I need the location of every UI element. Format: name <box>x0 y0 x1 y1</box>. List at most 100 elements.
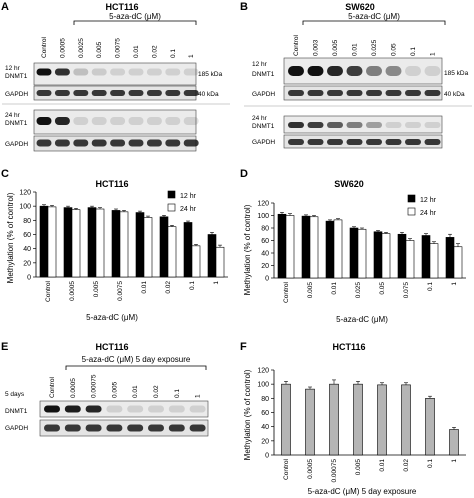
panel-a-gapdh-24hr-band <box>73 139 89 147</box>
panel-b-gapdh-12hr-band <box>307 90 324 96</box>
panel-b-gapdh-12hr-band <box>405 90 421 96</box>
panel-a-title: HCT116 <box>105 2 138 12</box>
panel-a-gapdh-24hr-band <box>183 139 199 147</box>
panel-b-dnmt1-24hr-band <box>385 122 402 128</box>
chart-f-bar <box>329 383 339 456</box>
panel-b-title: SW620 <box>345 2 375 12</box>
panel-d-letter: D <box>240 168 248 180</box>
chart-d-bar <box>301 215 311 279</box>
panel-f: F HCT116 Methylation (% of control) 5-az… <box>240 341 466 496</box>
chart-d-bar <box>381 233 391 279</box>
panel-a-gapdh-12hr-band <box>54 90 70 96</box>
panel-a-size-40: 40 kDa <box>198 91 219 98</box>
panel-b-label-dnmt1-24hr: DNMT1 <box>252 123 275 130</box>
chart-d-bar <box>309 216 319 279</box>
panel-a-bands-dnmt1-12hr <box>36 68 199 76</box>
chart-c-bar <box>143 217 153 278</box>
panel-b-gapdh-24hr-band <box>327 139 343 145</box>
chart-c-bar <box>111 210 121 278</box>
chart-d-title: SW620 <box>334 179 364 189</box>
chart-c-bar <box>135 212 145 278</box>
panel-a-gapdh-12hr-band <box>36 90 52 96</box>
chart-d-bar <box>373 231 383 279</box>
panel-a-time-24hr: 24 hr <box>5 112 21 119</box>
panel-b-blot-gapdh-24hr <box>283 134 443 149</box>
chart-f-y-tick-label: 100 <box>257 382 269 389</box>
chart-c-bar <box>39 205 49 278</box>
chart-d-x-tick-label: Control <box>283 281 290 303</box>
panel-a-lane-label: 0.0025 <box>78 38 85 58</box>
panel-a-gapdh-24hr-band <box>91 139 107 147</box>
chart-c-title: HCT116 <box>95 179 128 189</box>
panel-b-letter: B <box>240 1 248 13</box>
panel-a-dnmt1-24hr-band <box>36 117 52 125</box>
chart-d-x-tick-label: 0.025 <box>355 282 362 299</box>
panel-c-letter: C <box>1 168 9 180</box>
panel-e-letter: E <box>1 341 8 353</box>
chart-d-bar <box>429 243 439 279</box>
chart-d-y-tick-label: 40 <box>261 251 269 258</box>
chart-c-bar <box>87 207 97 278</box>
chart-d-y-tick-label: 60 <box>261 238 269 245</box>
chart-d-x-tick-label: 0.1 <box>427 282 434 291</box>
panel-b-gapdh-24hr-band <box>405 139 421 145</box>
chart-f-x-tick-label: 1 <box>451 459 458 463</box>
chart-c-x-tick-label: 0.0075 <box>117 281 124 301</box>
chart-c-bar <box>63 207 73 278</box>
chart-f-bar <box>377 384 387 456</box>
panel-a-dnmt1-24hr-band <box>165 117 181 125</box>
panel-e-gapdh-band <box>148 424 164 432</box>
panel-b-blot-dnmt1-24hr <box>283 115 443 134</box>
chart-f-bar <box>449 429 459 456</box>
panel-e-bands-gapdh <box>44 424 206 432</box>
chart-c-bar <box>215 246 225 278</box>
panel-a-blot-dnmt1-24hr <box>33 109 197 135</box>
panel-b-dnmt1-12hr-band <box>327 66 343 76</box>
panel-a-gapdh-12hr-band <box>128 90 144 96</box>
panel-b-dnmt1-12hr-band <box>424 66 441 76</box>
panel-a-lane-label: 0.0075 <box>115 38 122 58</box>
panel-a-label-gapdh-24hr: GAPDH <box>5 141 28 148</box>
chart-c-xlabel: 5-aza-dC (μM) <box>86 313 138 322</box>
panel-e-dnmt1-band <box>127 405 144 413</box>
panel-a-dnmt1-24hr-band <box>110 117 126 125</box>
chart-f-title: HCT116 <box>332 342 365 352</box>
chart-d-y-tick-label: 0 <box>265 276 269 283</box>
chart-d-bar <box>397 233 407 279</box>
panel-b-bands-dnmt1-12hr <box>288 66 441 76</box>
panel-e-bracket <box>65 365 207 370</box>
chart-c-bar <box>71 209 81 278</box>
panel-a-treatment: 5-aza-dC (μM) <box>109 12 161 21</box>
panel-b-gapdh-24hr-band <box>385 139 402 145</box>
chart-d-x-tick-label: 0.005 <box>307 282 314 299</box>
panel-a-gapdh-24hr-band <box>146 139 162 147</box>
chart-f-bar <box>305 388 315 456</box>
panel-a-dnmt1-12hr-band <box>54 68 70 76</box>
panel-e-gapdh-band <box>168 424 185 432</box>
chart-f-ylabel: Methylation (% of control) <box>243 369 252 460</box>
panel-e-dnmt1-band <box>64 405 81 413</box>
panel-e-blot-dnmt1 <box>39 400 209 418</box>
panel-e-gapdh-band <box>189 424 206 432</box>
chart-f-y-tick-label: 120 <box>257 368 269 375</box>
panel-a-gapdh-12hr-band <box>183 90 199 96</box>
panel-e-lane-label: 1 <box>195 394 202 398</box>
panel-a-gapdh-24hr-band <box>128 139 144 147</box>
chart-d-legend-label: 24 hr <box>420 210 437 217</box>
panel-a-lane-label: 1 <box>188 54 195 58</box>
panel-b-treatment: 5-aza-dC (μM) <box>348 12 400 21</box>
chart-f-bar <box>425 398 435 456</box>
chart-f-bar <box>281 383 291 456</box>
panel-e-label-gapdh: GAPDH <box>5 425 28 432</box>
panel-b-time-12hr: 12 hr <box>252 61 268 68</box>
panel-b-gapdh-24hr-band <box>346 139 363 145</box>
panel-a-dnmt1-24hr-band <box>91 117 107 125</box>
chart-c-bar <box>159 216 169 278</box>
chart-d-bar <box>325 220 335 279</box>
panel-e-bands-dnmt1 <box>44 405 206 413</box>
panel-b-gapdh-24hr-band <box>288 139 304 145</box>
chart-d-bar <box>277 213 287 279</box>
panel-b-dnmt1-12hr-band <box>307 66 324 76</box>
panel-a-gapdh-24hr-band <box>165 139 181 147</box>
